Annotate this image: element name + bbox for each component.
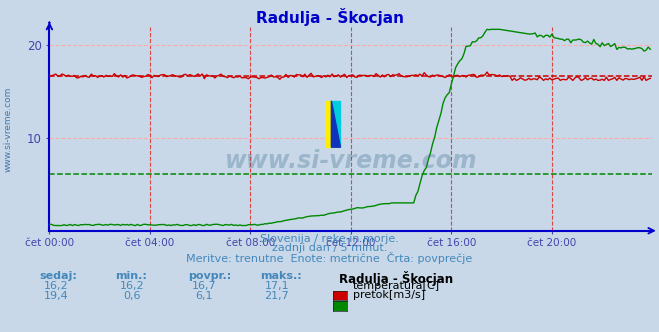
Text: 6,1: 6,1 [196, 290, 213, 300]
Text: 16,2: 16,2 [119, 281, 144, 290]
Text: Radulja - Škocjan: Radulja - Škocjan [339, 271, 453, 286]
Text: www.si-vreme.com: www.si-vreme.com [225, 149, 477, 173]
Text: maks.:: maks.: [260, 271, 302, 281]
Text: www.si-vreme.com: www.si-vreme.com [4, 87, 13, 172]
Text: temperatura[C]: temperatura[C] [353, 281, 440, 290]
Text: Meritve: trenutne  Enote: metrične  Črta: povprečje: Meritve: trenutne Enote: metrične Črta: … [186, 252, 473, 264]
Text: Slovenija / reke in morje.: Slovenija / reke in morje. [260, 234, 399, 244]
Text: 19,4: 19,4 [43, 290, 69, 300]
Text: min.:: min.: [115, 271, 147, 281]
Text: povpr.:: povpr.: [188, 271, 231, 281]
Text: zadnji dan / 5 minut.: zadnji dan / 5 minut. [272, 243, 387, 253]
Bar [326, 101, 331, 147]
Text: pretok[m3/s]: pretok[m3/s] [353, 290, 424, 300]
Text: 16,7: 16,7 [192, 281, 217, 290]
Text: sedaj:: sedaj: [40, 271, 77, 281]
Text: Radulja - Škocjan: Radulja - Škocjan [256, 8, 403, 26]
Text: 17,1: 17,1 [264, 281, 289, 290]
Text: 16,2: 16,2 [43, 281, 69, 290]
Polygon shape [331, 101, 341, 147]
Polygon shape [331, 101, 341, 147]
Text: 21,7: 21,7 [264, 290, 289, 300]
Text: 0,6: 0,6 [123, 290, 140, 300]
